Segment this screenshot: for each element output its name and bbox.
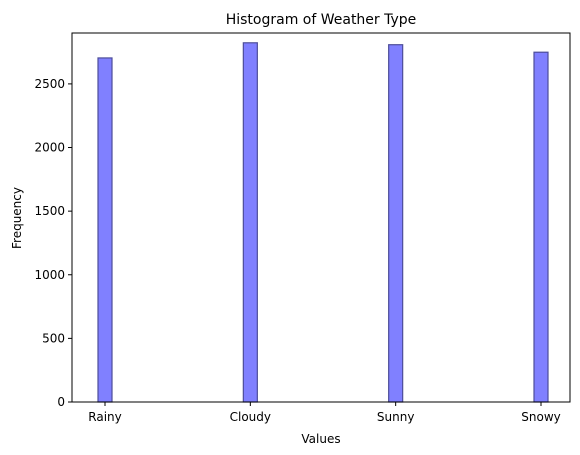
chart-title: Histogram of Weather Type (226, 12, 417, 28)
x-tick-label: Snowy (521, 410, 560, 424)
y-tick-label: 1000 (34, 268, 65, 282)
bar-sunny (388, 44, 404, 403)
bar-rainy (97, 57, 113, 403)
x-tick-label: Cloudy (230, 410, 271, 424)
y-tick-label: 1500 (34, 204, 65, 218)
x-tick-label: Rainy (88, 410, 121, 424)
bar-snowy (533, 51, 549, 403)
y-axis-title: Frequency (10, 187, 24, 249)
bars-group (97, 42, 549, 403)
x-axis-title: Values (301, 432, 340, 446)
y-tick-label: 500 (42, 331, 65, 345)
y-tick-label: 2500 (34, 77, 65, 91)
y-tick-label: 0 (57, 395, 65, 409)
y-tick-label: 2000 (34, 141, 65, 155)
x-tick-label: Sunny (377, 410, 415, 424)
bar-cloudy (242, 42, 258, 403)
y-axis-ticks: 0 500 1000 1500 2000 2500 (34, 77, 72, 409)
x-axis-ticks: Rainy Cloudy Sunny Snowy (88, 402, 561, 424)
plot-frame (71, 32, 571, 403)
